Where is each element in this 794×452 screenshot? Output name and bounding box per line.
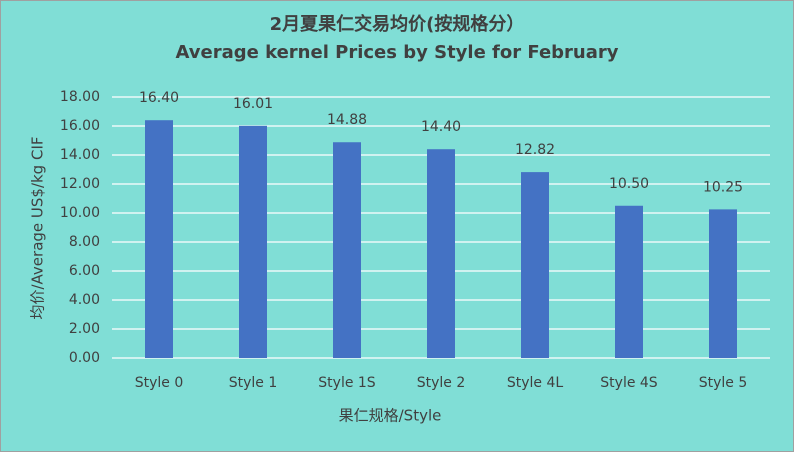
y-tick-label: 8.00 [69,234,100,250]
chart-title: 2月夏果仁交易均价(按规格分） [270,13,525,35]
data-label: 16.01 [233,96,273,112]
bar [427,149,455,358]
y-tick-label: 16.00 [60,118,100,134]
x-tick-label: Style 1S [318,375,376,391]
x-tick-label: Style 4L [507,375,564,391]
data-label: 10.25 [703,179,743,195]
x-tick-label: Style 1 [229,375,278,391]
y-tick-label: 4.00 [69,292,100,308]
x-tick-label: Style 2 [417,375,466,391]
x-axis-title: 果仁规格/Style [339,407,442,425]
data-label: 12.82 [515,142,555,158]
y-tick-label: 2.00 [69,321,100,337]
data-label: 14.88 [327,112,367,128]
bar [521,172,549,358]
y-tick-label: 10.00 [60,205,100,221]
chart-subtitle: Average kernel Prices by Style for Febru… [175,42,618,63]
y-axis-title: 均价/Average US$/kg CIF [29,136,47,319]
x-tick-label: Style 0 [135,375,184,391]
x-tick-label: Style 4S [600,375,658,391]
data-label: 16.40 [139,90,179,106]
x-tick-label: Style 5 [699,375,748,391]
bar [333,142,361,358]
y-tick-label: 6.00 [69,263,100,279]
y-tick-label: 0.00 [69,350,100,366]
bar [145,120,173,358]
data-label: 14.40 [421,119,461,135]
bar [709,209,737,358]
y-tick-label: 12.00 [60,176,100,192]
data-label: 10.50 [609,176,649,192]
bar [239,125,267,358]
y-tick-label: 14.00 [60,147,100,163]
bar [615,205,643,358]
y-tick-label: 18.00 [60,89,100,105]
